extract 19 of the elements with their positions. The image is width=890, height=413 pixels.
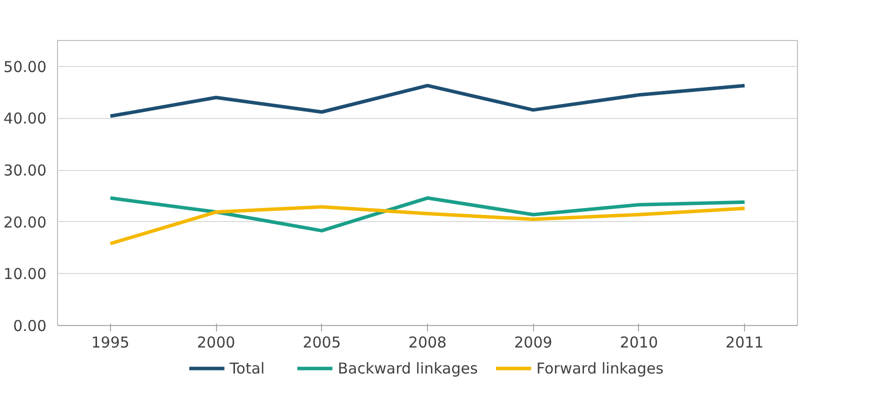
x-tick-label: 1995: [91, 334, 130, 352]
line-series: [108, 84, 746, 118]
legend-label: Backward linkages: [338, 360, 478, 378]
y-tick-label: 0.00: [13, 317, 47, 335]
y-tick-label: 50.00: [4, 58, 47, 76]
legend-label: Forward linkages: [536, 360, 664, 378]
line-series: [108, 205, 746, 246]
x-tick-label: 2009: [514, 334, 552, 352]
x-tick-label: 2005: [302, 334, 341, 352]
x-tick-label: 2011: [726, 334, 764, 352]
y-tick-label: 40.00: [4, 110, 47, 128]
y-tick-label: 10.00: [4, 265, 47, 284]
y-tick-label: 20.00: [4, 213, 47, 232]
line-series: [108, 196, 746, 232]
y-tick-label: 30.00: [4, 162, 47, 180]
x-tick-label: 2000: [196, 334, 236, 352]
legend-label: Total: [228, 360, 265, 378]
x-tick-label: 2008: [408, 334, 447, 352]
x-tick-label: 2010: [620, 334, 658, 352]
